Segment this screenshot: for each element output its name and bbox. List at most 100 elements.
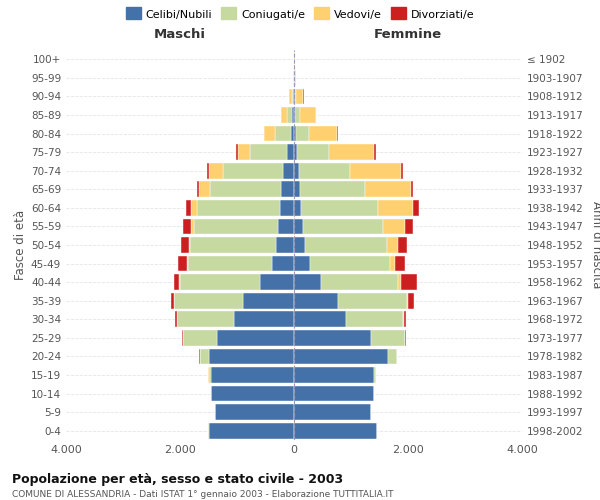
Bar xyxy=(238,144,250,160)
Bar xyxy=(300,182,365,197)
Bar xyxy=(350,163,401,178)
Bar xyxy=(292,107,294,123)
Bar xyxy=(290,126,294,142)
Bar xyxy=(242,293,294,308)
Bar xyxy=(346,312,403,327)
Bar xyxy=(374,367,376,383)
Bar xyxy=(174,274,179,290)
Bar xyxy=(294,163,299,178)
Bar xyxy=(296,126,309,142)
Bar xyxy=(177,312,234,327)
Bar xyxy=(276,237,294,253)
Text: Popolazione per età, sesso e stato civile - 2003: Popolazione per età, sesso e stato civil… xyxy=(12,472,343,486)
Bar xyxy=(300,107,316,123)
Bar xyxy=(209,367,211,383)
Bar xyxy=(200,348,209,364)
Bar xyxy=(187,256,188,272)
Bar xyxy=(294,312,346,327)
Bar xyxy=(265,126,275,142)
Bar xyxy=(180,274,260,290)
Bar xyxy=(260,274,294,290)
Bar xyxy=(294,144,298,160)
Bar xyxy=(338,293,407,308)
Text: COMUNE DI ALESSANDRIA - Dati ISTAT 1° gennaio 2003 - Elaborazione TUTTITALIA.IT: COMUNE DI ALESSANDRIA - Dati ISTAT 1° ge… xyxy=(12,490,394,499)
Bar xyxy=(299,163,350,178)
Bar xyxy=(217,330,294,346)
Bar xyxy=(294,237,305,253)
Bar xyxy=(287,107,292,123)
Bar xyxy=(174,293,242,308)
Bar xyxy=(191,200,197,216)
Bar xyxy=(413,200,419,216)
Bar xyxy=(207,163,209,178)
Bar xyxy=(371,330,405,346)
Bar xyxy=(199,182,210,197)
Bar xyxy=(407,293,408,308)
Bar xyxy=(287,144,294,160)
Bar xyxy=(294,330,371,346)
Bar xyxy=(294,182,300,197)
Bar xyxy=(411,182,413,197)
Bar xyxy=(188,237,190,253)
Bar xyxy=(365,182,411,197)
Bar xyxy=(292,88,293,104)
Bar xyxy=(236,144,238,160)
Bar xyxy=(294,293,338,308)
Bar xyxy=(215,404,294,420)
Bar xyxy=(197,182,199,197)
Bar xyxy=(209,348,294,364)
Bar xyxy=(294,348,388,364)
Bar xyxy=(387,237,398,253)
Y-axis label: Fasce di età: Fasce di età xyxy=(14,210,27,280)
Bar xyxy=(294,404,371,420)
Bar xyxy=(388,348,397,364)
Bar xyxy=(281,182,294,197)
Bar xyxy=(301,200,379,216)
Bar xyxy=(272,256,294,272)
Bar xyxy=(379,200,413,216)
Bar xyxy=(322,274,398,290)
Bar xyxy=(294,200,301,216)
Bar xyxy=(329,144,374,160)
Bar xyxy=(295,107,300,123)
Bar xyxy=(294,367,374,383)
Bar xyxy=(309,126,337,142)
Bar xyxy=(404,312,406,327)
Bar xyxy=(211,367,294,383)
Bar xyxy=(175,312,177,327)
Bar xyxy=(281,107,287,123)
Bar xyxy=(294,274,322,290)
Bar xyxy=(209,163,223,178)
Bar xyxy=(303,218,383,234)
Bar xyxy=(294,126,296,142)
Bar xyxy=(190,237,276,253)
Bar xyxy=(181,237,188,253)
Bar xyxy=(210,182,281,197)
Bar xyxy=(294,218,303,234)
Bar xyxy=(395,256,405,272)
Bar xyxy=(295,70,296,86)
Bar xyxy=(404,218,413,234)
Bar xyxy=(294,107,295,123)
Bar xyxy=(275,126,290,142)
Bar xyxy=(401,274,417,290)
Bar xyxy=(186,200,191,216)
Bar xyxy=(209,423,294,438)
Bar xyxy=(390,256,395,272)
Bar xyxy=(310,256,390,272)
Bar xyxy=(250,144,287,160)
Bar xyxy=(283,163,294,178)
Bar xyxy=(374,144,376,160)
Bar xyxy=(184,218,191,234)
Bar xyxy=(295,88,296,104)
Bar xyxy=(383,218,404,234)
Bar xyxy=(398,274,401,290)
Legend: Celibi/Nubili, Coniugati/e, Vedovi/e, Divorziati/e: Celibi/Nubili, Coniugati/e, Vedovi/e, Di… xyxy=(121,6,479,25)
Text: Femmine: Femmine xyxy=(374,28,442,40)
Bar xyxy=(294,423,377,438)
Bar xyxy=(408,293,414,308)
Bar xyxy=(183,330,217,346)
Bar xyxy=(298,144,329,160)
Bar xyxy=(280,200,294,216)
Bar xyxy=(278,218,294,234)
